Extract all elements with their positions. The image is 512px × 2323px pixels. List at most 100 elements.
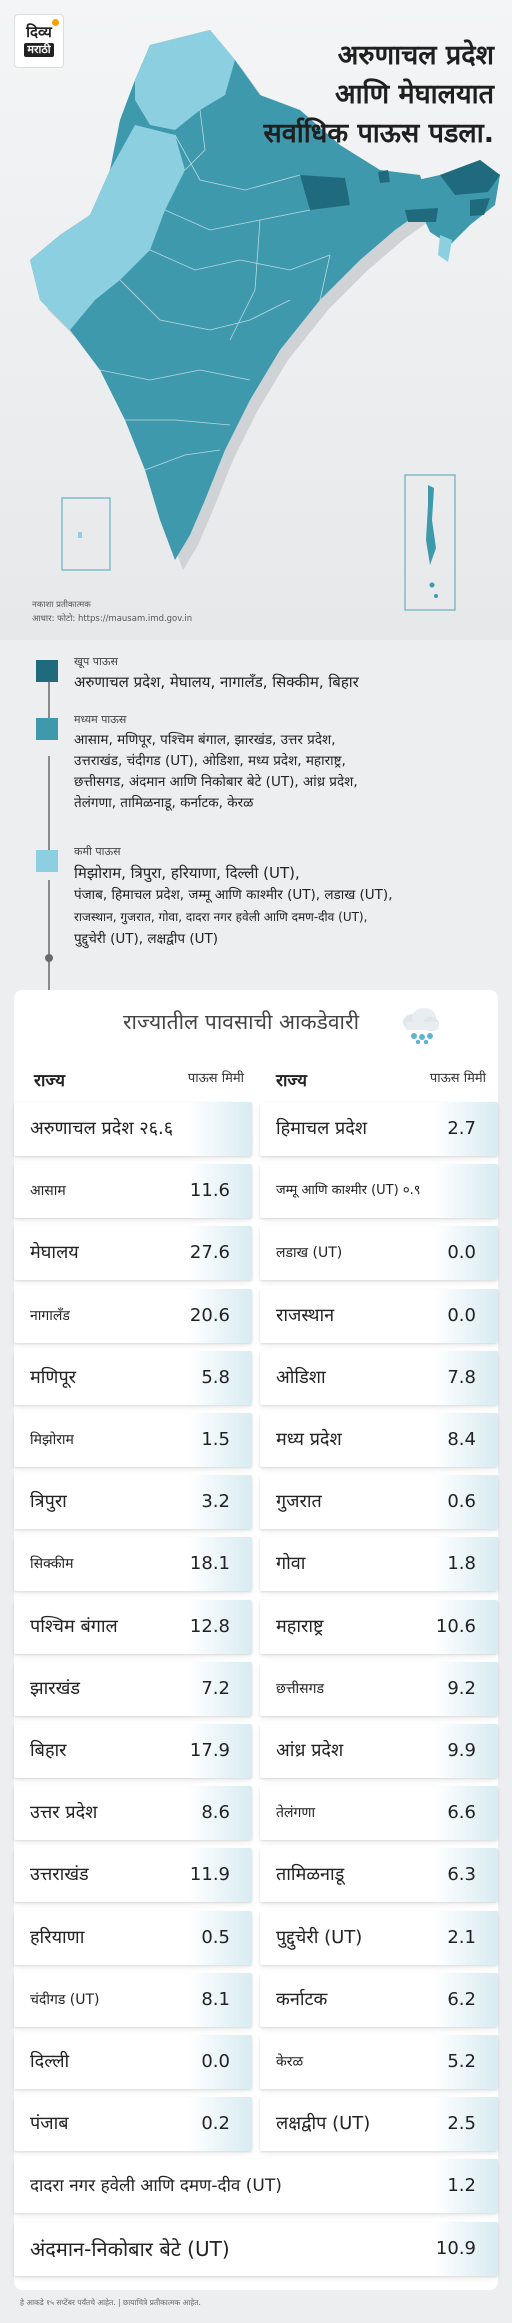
table-row: तेलंगणा 6.6	[260, 1786, 498, 1841]
table-row: गुजरात 0.6	[260, 1475, 498, 1530]
value-cell-background	[434, 1288, 498, 1343]
inset-lakshadweep	[61, 497, 111, 571]
rainfall-value: 6.3	[447, 1864, 476, 1886]
table-row: झारखंड 7.2	[14, 1661, 252, 1716]
table-row: नागालँड 20.6	[14, 1288, 252, 1343]
state-name: लक्षद्वीप (UT)	[276, 2113, 371, 2135]
state-name: महाराष्ट्र	[276, 1615, 324, 1637]
legend-low-swatch	[36, 850, 58, 872]
value-cell-background	[434, 2035, 498, 2089]
value-cell-background	[188, 1910, 252, 1965]
value-cell-background	[188, 1786, 252, 1841]
right-header-rain: पाऊस मिमी	[429, 1071, 486, 1086]
table-row: चंदीगड (UT) 8.1	[14, 1972, 252, 2027]
value-cell-background	[434, 1724, 498, 1778]
rainfall-value: 5.2	[447, 2051, 476, 2072]
value-cell-background	[434, 2097, 498, 2152]
rainfall-value: 11.9	[189, 1864, 230, 1886]
state-name: जम्मू आणि काश्मीर (UT) ०.९	[276, 1183, 421, 1199]
legend-low-title: कमी पाऊस	[74, 845, 121, 858]
left-header-state: राज्य	[34, 1071, 65, 1091]
table-row: आंध्र प्रदेश 9.9	[260, 1724, 498, 1778]
rainfall-value: 17.9	[189, 1740, 230, 1761]
map-note-disclaimer: नकाशा प्रतीकात्मक	[32, 600, 91, 610]
table-row: पंजाब 0.2	[14, 2097, 252, 2152]
state-name: गुजरात	[276, 1491, 322, 1513]
rainfall-value: 9.9	[447, 1740, 476, 1761]
map-heavy-bihar	[300, 175, 350, 210]
table-row: दादरा नगर हवेली आणि दमण-दीव (UT) 1.2	[14, 2159, 498, 2214]
rainfall-value: 2.7	[447, 1118, 476, 1139]
table-row: कर्नाटक 6.2	[260, 1972, 498, 2027]
table-row: गोवा 1.8	[260, 1537, 498, 1592]
value-cell-background	[188, 1661, 252, 1716]
state-name: उत्तर प्रदेश	[30, 1802, 98, 1824]
value-cell-background	[434, 1102, 498, 1156]
state-name: अंदमान-निकोबार बेटे (UT)	[30, 2236, 230, 2261]
value-cell-background	[434, 1350, 498, 1405]
value-cell-background	[434, 1972, 498, 2027]
state-name: आसाम	[30, 1183, 66, 1200]
value-cell-background	[188, 1288, 252, 1343]
rainfall-value: 0.2	[201, 2113, 230, 2135]
rainfall-value: 0.0	[447, 1242, 476, 1264]
value-cell-background	[434, 1848, 498, 1903]
right-column-header: राज्य पाऊस मिमी	[260, 1062, 494, 1096]
state-name: कर्नाटक	[276, 1988, 328, 2010]
headline: अरुणाचल प्रदेश आणि मेघालयात सर्वाधिक पाऊ…	[194, 36, 494, 153]
rain-cloud-icon	[403, 1008, 439, 1044]
rainfall-value: 6.2	[447, 1988, 476, 2010]
table-row: मेघालय 27.6	[14, 1226, 252, 1281]
state-name: पंजाब	[30, 2113, 69, 2135]
value-cell-background	[188, 1972, 252, 2027]
value-cell-background	[188, 1102, 252, 1156]
value-cell-background	[188, 1848, 252, 1903]
state-name: दिल्ली	[30, 2051, 70, 2072]
state-name: दादरा नगर हवेली आणि दमण-दीव (UT)	[30, 2176, 282, 2197]
table-row: हरियाणा 0.5	[14, 1910, 252, 1965]
map-heavy-arunachal	[440, 160, 500, 195]
state-name: नागालँड	[30, 1307, 70, 1324]
rainfall-value: 8.4	[447, 1429, 476, 1450]
state-name: मध्य प्रदेश	[276, 1429, 342, 1450]
footnote: हे आकडे १५ सप्टेंबर पर्यंतचे आहेत. | छाय…	[20, 2298, 201, 2307]
value-cell-background	[434, 1164, 498, 1219]
legend-medium-items: आसाम, मणिपूर, पश्चिम बंगाल, झारखंड, उत्त…	[74, 732, 358, 811]
table-row: ओडिशा 7.8	[260, 1350, 498, 1405]
value-cell-background	[188, 1475, 252, 1530]
table-row: लडाख (UT) 0.0	[260, 1226, 498, 1281]
rainfall-value: 10.6	[435, 1615, 476, 1637]
value-cell-background	[188, 1350, 252, 1405]
state-name: केरळ	[276, 2054, 304, 2070]
state-name: तेलंगणा	[276, 1805, 316, 1822]
value-cell-background	[188, 1413, 252, 1467]
value-cell-background	[188, 1599, 252, 1654]
table-row: छत्तीसगड 9.2	[260, 1661, 498, 1716]
headline-line-1: अरुणाचल प्रदेश	[337, 40, 494, 71]
state-name: हरियाणा	[30, 1926, 85, 1948]
rainfall-value: 0.0	[201, 2051, 230, 2072]
value-cell-background	[434, 1413, 498, 1467]
table-row: तामिळनाडू 6.3	[260, 1848, 498, 1903]
rainfall-value: 1.8	[447, 1553, 476, 1575]
state-name: उत्तराखंड	[30, 1864, 89, 1886]
rainfall-value: 8.1	[201, 1988, 230, 2010]
left-header-rain: पाऊस मिमी	[187, 1071, 244, 1086]
legend-low: कमी पाऊस मिझोराम, त्रिपुरा, हरियाणा, दिल…	[36, 844, 506, 974]
value-cell-background	[434, 1786, 498, 1841]
right-header-state: राज्य	[276, 1071, 307, 1091]
state-name: चंदीगड (UT)	[30, 1991, 100, 2008]
state-name: तामिळनाडू	[276, 1864, 345, 1886]
value-cell-background	[434, 1475, 498, 1530]
state-name: छत्तीसगड	[276, 1680, 324, 1697]
table-row: अरुणाचल प्रदेश २६.६	[14, 1102, 252, 1156]
table-row: अंदमान-निकोबार बेटे (UT) 10.9	[14, 2221, 498, 2276]
rainfall-value: 1.2	[447, 2175, 476, 2197]
left-column-header: राज्य पाऊस मिमी	[18, 1062, 252, 1096]
table-row: मध्य प्रदेश 8.4	[260, 1413, 498, 1467]
value-cell-background	[434, 1599, 498, 1654]
map-note: नकाशा प्रतीकात्मक आधार: फोटो: https://ma…	[32, 598, 192, 627]
rainfall-value: 0.0	[447, 1304, 476, 1326]
legend-medium: मध्यम पाऊस आसाम, मणिपूर, पश्चिम बंगाल, झ…	[36, 712, 506, 842]
value-cell-background	[434, 2159, 498, 2214]
